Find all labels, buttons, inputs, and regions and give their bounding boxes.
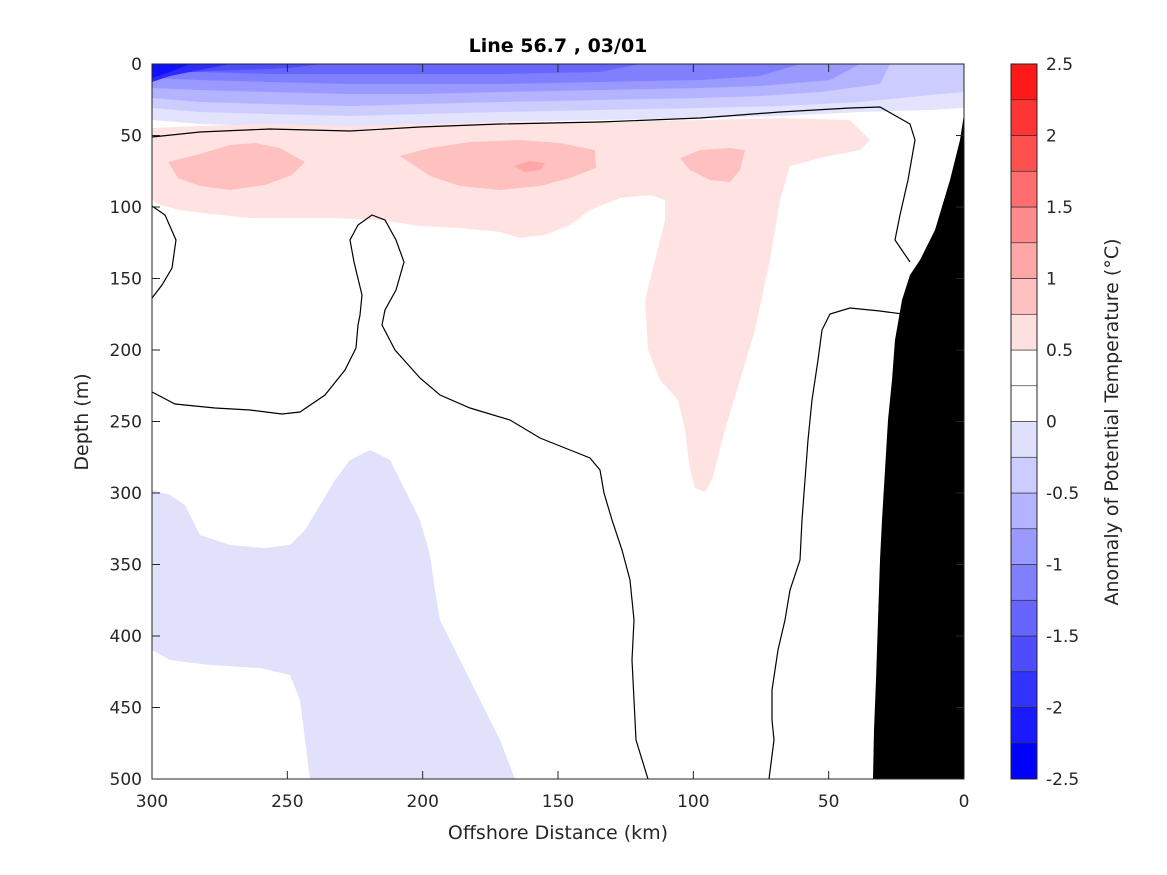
colorbar-tick-label: -1.5 <box>1046 627 1079 647</box>
colorbar-tick-label: 2 <box>1046 127 1057 147</box>
x-tick-label: 0 <box>959 792 970 812</box>
y-tick-label: 0 <box>131 55 142 75</box>
colorbar-tick-label: 0.5 <box>1046 341 1073 361</box>
colorbar-swatch <box>1010 349 1038 387</box>
colorbar-swatch <box>1010 385 1038 422</box>
y-tick-label: 350 <box>110 556 142 576</box>
colorbar-swatch <box>1010 564 1038 601</box>
colorbar-swatch <box>1010 99 1038 136</box>
y-tick-label: 50 <box>120 127 142 147</box>
x-axis-label: Offshore Distance (km) <box>448 822 668 844</box>
zero-contour-right <box>768 307 911 779</box>
colorbar-tick-label: 1 <box>1046 270 1057 290</box>
y-axis: 0 50 100 150 200 250 300 350 400 450 500 <box>110 55 964 790</box>
colorbar-swatch <box>1010 313 1038 351</box>
warm-core-middle <box>400 140 596 190</box>
colorbar-swatch <box>1010 707 1038 744</box>
colorbar-swatch <box>1010 421 1038 458</box>
colorbar-swatch <box>1010 599 1038 637</box>
deep-cold-cut <box>152 650 310 779</box>
x-tick-label: 250 <box>271 792 303 812</box>
colorbar-tick-label: -2 <box>1046 699 1063 719</box>
colorbar-swatch <box>1010 206 1038 244</box>
colorbar-tick-label: 2.5 <box>1046 55 1073 75</box>
warm-core-peak <box>514 161 545 172</box>
bathymetry-fill <box>873 114 964 779</box>
warm-layer <box>152 118 870 492</box>
surface-cold-band-9 <box>152 64 190 78</box>
y-tick-label: 500 <box>110 770 142 790</box>
colorbar-tick-label: -0.5 <box>1046 484 1079 504</box>
zero-contour-left-edge <box>152 205 177 299</box>
y-tick-label: 300 <box>110 484 142 504</box>
y-tick-label: 250 <box>110 413 142 433</box>
colorbar-frame <box>1010 63 1038 780</box>
zero-contour-bottom-left <box>152 214 649 779</box>
y-tick-label: 100 <box>110 198 142 218</box>
colorbar-swatch <box>1010 456 1038 494</box>
colorbar-swatch <box>1010 170 1038 208</box>
x-tick-label: 50 <box>818 792 840 812</box>
zero-contour-upper <box>152 106 916 263</box>
y-tick-label: 150 <box>110 270 142 290</box>
colorbar-tick-label: -1 <box>1046 556 1063 576</box>
x-tick-label: 100 <box>677 792 709 812</box>
y-axis-label: Depth (m) <box>71 373 93 470</box>
colorbar-swatch <box>1010 242 1038 279</box>
y-tick-label: 400 <box>110 627 142 647</box>
colorbar-swatch <box>1010 635 1038 673</box>
colorbar-swatch <box>1010 528 1038 565</box>
colorbar-swatch <box>1010 742 1038 780</box>
colorbar-swatch <box>1010 278 1038 315</box>
warm-core-east <box>680 148 745 182</box>
x-tick-label: 150 <box>542 792 574 812</box>
colorbar-tick-label: 1.5 <box>1046 198 1073 218</box>
x-axis: 300 250 200 150 100 50 0 <box>136 64 970 812</box>
colorbar-label: Anomaly of Potential Temperature (°C) <box>1101 239 1123 606</box>
warm-core-west <box>168 143 305 190</box>
y-tick-label: 450 <box>110 699 142 719</box>
plot-area <box>151 63 965 780</box>
colorbar-tick-label: -2.5 <box>1046 770 1079 790</box>
y-tick-label: 200 <box>110 341 142 361</box>
colorbar: 2.5 2 1.5 1 0.5 0 -0.5 -1 -1.5 -2 -2.5 <box>1010 55 1079 790</box>
x-tick-label: 300 <box>136 792 168 812</box>
x-tick-label: 200 <box>406 792 438 812</box>
colorbar-swatch <box>1010 492 1038 530</box>
colorbar-swatch <box>1010 63 1038 101</box>
colorbar-tick-label: 0 <box>1046 413 1057 433</box>
chart-title: Line 56.7 , 03/01 <box>469 35 648 57</box>
colorbar-swatch <box>1010 671 1038 708</box>
colorbar-swatch <box>1010 135 1038 172</box>
